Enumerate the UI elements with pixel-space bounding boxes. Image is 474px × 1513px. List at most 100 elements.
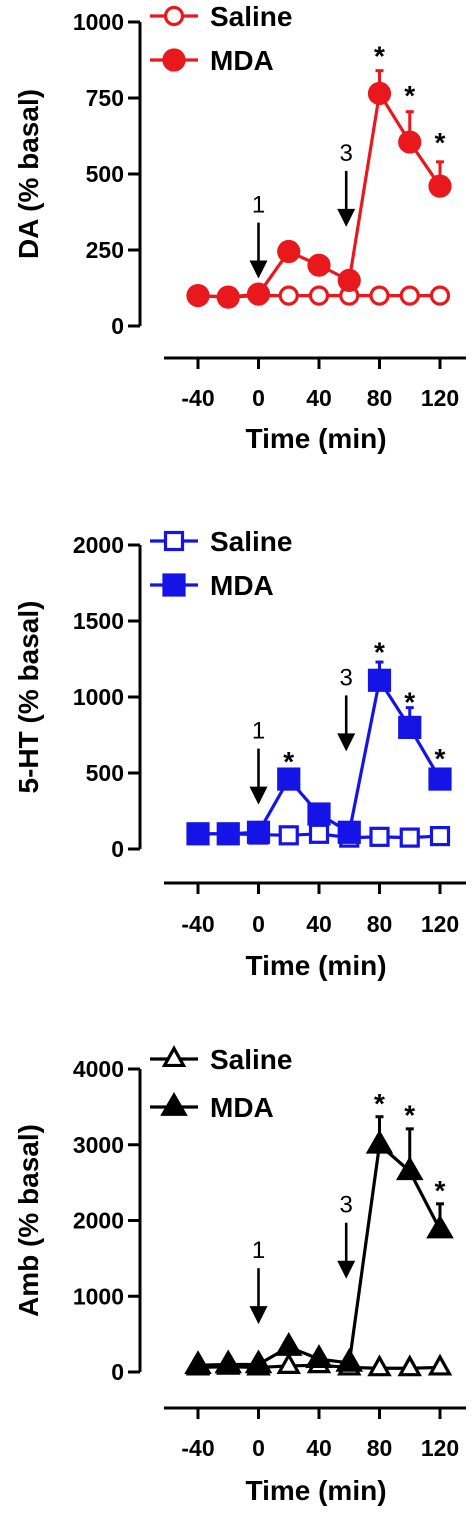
data-point [278,285,299,306]
significance-asterisk: * [404,80,415,111]
y-tick-label: 750 [86,85,124,111]
significance-asterisk: * [374,636,385,667]
x-tick-label: 120 [421,911,459,937]
legend-marker [162,48,186,72]
y-axis-label: DA (% basal) [13,89,44,259]
y-tick-label: 1500 [73,608,124,634]
legend-marker [162,573,186,597]
x-axis-label: Time (min) [245,950,386,981]
significance-asterisk: * [435,127,446,158]
y-tick-label: 1000 [73,684,124,710]
y-axis-label: 5-HT (% basal) [13,601,44,794]
data-point [308,823,330,844]
chart-panel-2: 0 500 1000 1500 2000 5-HT (% basal) -40 0 40 80 12… [13,526,466,981]
x-tick-label: 40 [306,1435,332,1461]
data-point [277,239,301,264]
data-point [369,826,390,847]
significance-asterisk: * [435,743,446,774]
injection-arrow-head [337,733,356,752]
y-tick-label: 0 [111,836,124,862]
y-tick-label: 2000 [73,532,124,558]
x-tick-label: 120 [421,385,459,411]
data-point [216,285,240,309]
legend-entry-mda: MDA [150,570,274,601]
data-point [429,285,451,306]
series-mda [184,1115,454,1375]
data-point [399,285,420,306]
significance-asterisk: * [283,746,294,777]
legend-marker [160,1092,188,1116]
data-point [305,1344,333,1368]
injection-arrow-head [337,208,356,227]
injection-number-label: 3 [340,664,353,691]
data-point [337,820,361,844]
y-tick-label: 0 [111,1359,124,1385]
data-point [277,767,301,791]
data-point [367,81,392,106]
injection-arrow-head [249,260,268,279]
significance-asterisk: * [374,40,385,71]
injection-number-label: 1 [252,192,265,219]
legend-entry-saline: Saline [150,1044,292,1075]
chart-panel-3: 0 1000 2000 3000 4000 Amb (% basal) -40 0 40 80 12… [13,1044,466,1506]
data-point [216,822,240,846]
x-tick-label: 0 [252,1435,265,1461]
legend-label: Saline [210,526,292,557]
data-point [335,1347,364,1372]
legend-label: Saline [210,1,292,32]
x-axis-label: Time (min) [245,423,386,454]
x-tick-label: 0 [252,385,265,411]
injection-arrow-head [249,1306,268,1325]
legend-marker [161,1045,187,1068]
y-tick-label: 500 [86,161,124,187]
legend-label: MDA [210,570,274,601]
legend-entry-mda: MDA [150,1092,274,1123]
data-point [399,827,420,848]
legend-marker [163,5,185,27]
significance-asterisk: * [374,1088,385,1119]
x-tick-label: -40 [181,1435,214,1461]
series-mda [186,660,452,846]
y-tick-label: 2000 [73,1208,124,1234]
series-mda [186,69,452,309]
data-point [398,715,422,740]
y-tick-label: 3000 [73,1132,124,1158]
y-tick-label: 1000 [73,1283,124,1309]
injection-number-label: 1 [252,718,265,745]
data-point [428,174,452,198]
x-tick-label: 80 [367,911,393,937]
data-point [395,1156,424,1181]
legend-label: MDA [210,45,274,76]
data-point [365,1129,394,1154]
data-point [367,668,392,692]
data-point [214,1349,243,1374]
data-point [428,767,452,791]
y-tick-label: 250 [86,237,124,263]
data-point [186,284,210,308]
y-tick-label: 4000 [73,1056,124,1082]
data-point [426,1214,454,1239]
legend-entry-mda: MDA [150,45,274,76]
data-point [398,130,422,154]
x-tick-label: 120 [421,1435,459,1461]
x-tick-label: 80 [367,1435,393,1461]
chart-panel-1: 0 250 500 750 1000 DA (% basal) -40 0 40 80 120 Tim… [13,1,466,454]
legend-label: MDA [210,1092,274,1123]
y-tick-label: 0 [111,313,124,339]
data-point [244,1349,273,1374]
data-point [308,285,330,306]
data-point [337,268,361,292]
legend-entry-saline: Saline [150,1,292,32]
data-point [278,825,299,846]
significance-asterisk: * [404,1099,415,1130]
injection-number-label: 3 [340,140,353,167]
data-point [186,822,210,846]
x-axis-label: Time (min) [245,1475,386,1506]
injection-number-label: 3 [340,1192,353,1219]
y-tick-label: 1000 [73,9,124,35]
significance-asterisk: * [404,687,415,718]
y-axis-label: Amb (% basal) [13,1124,44,1317]
legend-entry-saline: Saline [150,526,292,557]
data-point [184,1350,212,1375]
